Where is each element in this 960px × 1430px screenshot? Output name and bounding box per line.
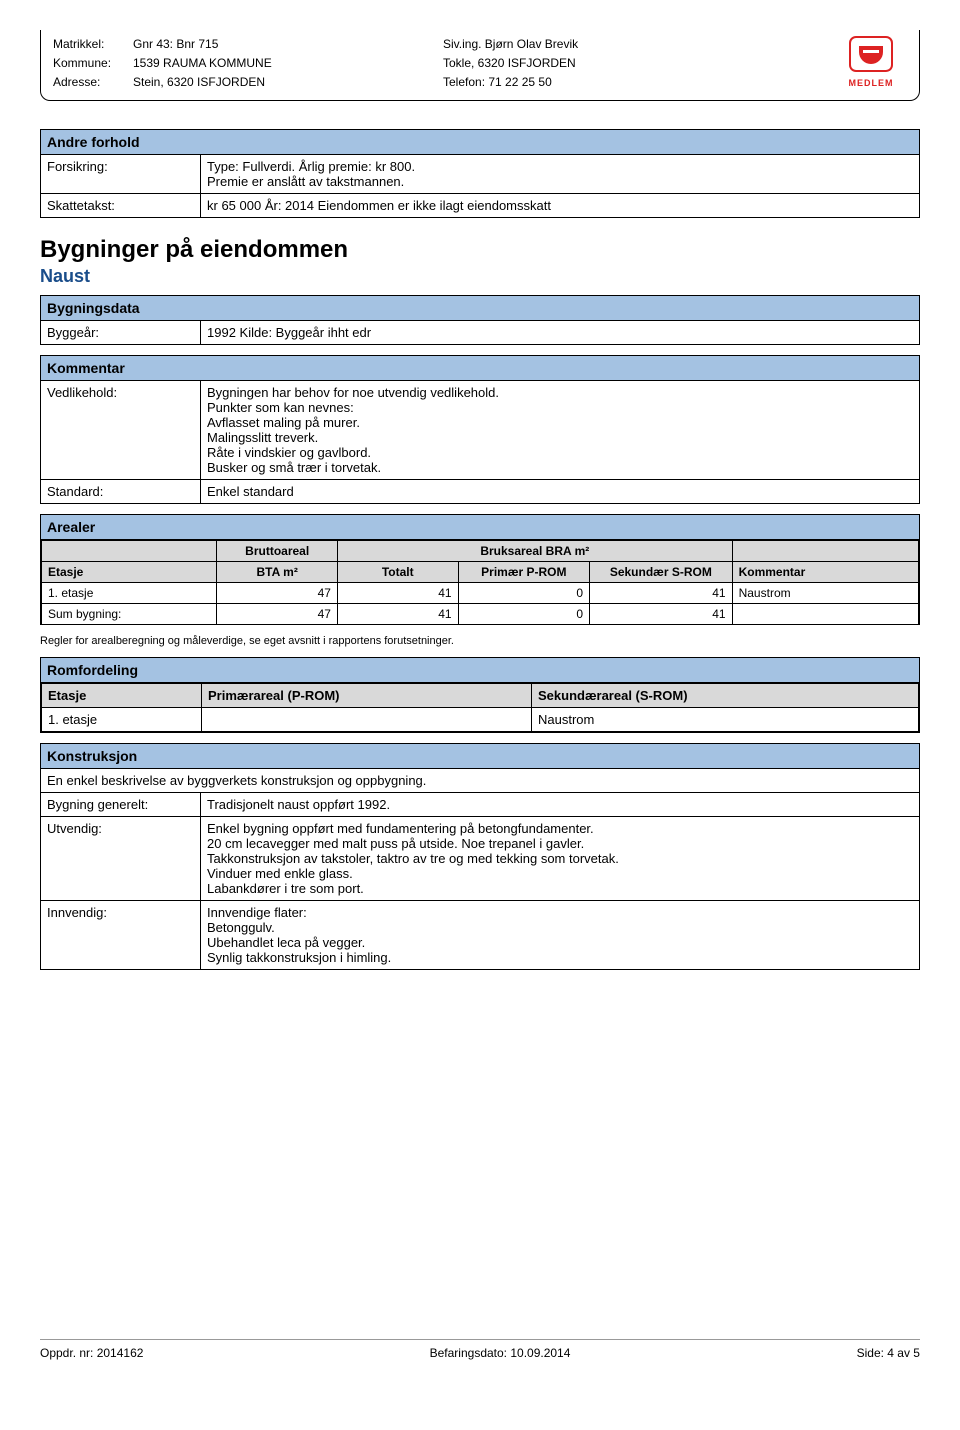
cell: 41 xyxy=(337,604,458,625)
section-title: Andre forhold xyxy=(41,130,919,155)
medlem-logo-icon xyxy=(849,36,893,76)
header-value: Tokle, 6320 ISFJORDEN xyxy=(443,55,907,72)
header-value: Gnr 43: Bnr 715 xyxy=(133,36,443,53)
arealer-section: Arealer Bruttoareal Bruksareal BRA m² Et… xyxy=(40,514,920,625)
footer-right: Side: 4 av 5 xyxy=(857,1346,920,1360)
cell: Sum bygning: xyxy=(42,604,217,625)
logo: MEDLEM xyxy=(843,36,899,88)
kv-value: Innvendige flater: Betonggulv. Ubehandle… xyxy=(201,901,919,969)
cell: 41 xyxy=(337,583,458,604)
arealer-note: Regler for arealberegning og måleverdige… xyxy=(40,635,920,647)
konstruksjon-intro: En enkel beskrivelse av byggverkets kons… xyxy=(41,769,919,793)
romfordeling-table: Etasje Primærareal (P-ROM) Sekundærareal… xyxy=(41,683,919,732)
section-title: Arealer xyxy=(41,515,919,540)
col-header: Sekundærareal (S-ROM) xyxy=(532,684,919,708)
kv-label: Bygning generelt: xyxy=(41,793,201,816)
col-header: Bruksareal BRA m² xyxy=(337,541,732,562)
naust-heading: Naust xyxy=(40,266,920,287)
kv-value: Enkel standard xyxy=(201,480,919,503)
section-title: Bygningsdata xyxy=(41,296,919,321)
cell: 41 xyxy=(590,604,733,625)
kv-label: Standard: xyxy=(41,480,201,503)
kv-value: 1992 Kilde: Byggeår ihht edr xyxy=(201,321,919,344)
table-sum-row: Sum bygning: 47 41 0 41 xyxy=(42,604,919,625)
cell: Naustrom xyxy=(732,583,918,604)
cell: 47 xyxy=(217,604,338,625)
kv-label: Vedlikehold: xyxy=(41,381,201,479)
kv-value: Enkel bygning oppført med fundamentering… xyxy=(201,817,919,900)
col-header: Etasje xyxy=(42,562,217,583)
header-label: Kommune: xyxy=(53,55,133,72)
section-title: Kommentar xyxy=(41,356,919,381)
romfordeling-section: Romfordeling Etasje Primærareal (P-ROM) … xyxy=(40,657,920,733)
cell: 0 xyxy=(458,604,590,625)
header-label: Matrikkel: xyxy=(53,36,133,53)
cell xyxy=(732,604,918,625)
col-header: Bruttoareal xyxy=(217,541,338,562)
kv-value: Type: Fullverdi. Årlig premie: kr 800. P… xyxy=(201,155,919,193)
header-value: 1539 RAUMA KOMMUNE xyxy=(133,55,443,72)
col-header: Kommentar xyxy=(732,562,918,583)
cell: 41 xyxy=(590,583,733,604)
kv-value: kr 65 000 År: 2014 Eiendommen er ikke il… xyxy=(201,194,919,217)
cell xyxy=(202,708,532,732)
kv-label: Forsikring: xyxy=(41,155,201,193)
col-header: Totalt xyxy=(337,562,458,583)
andre-forhold-section: Andre forhold Forsikring: Type: Fullverd… xyxy=(40,129,920,218)
section-title: Romfordeling xyxy=(41,658,919,683)
kv-label: Utvendig: xyxy=(41,817,201,900)
header-value: Siv.ing. Bjørn Olav Brevik xyxy=(443,36,907,53)
kv-value: Bygningen har behov for noe utvendig ved… xyxy=(201,381,919,479)
cell: 1. etasje xyxy=(42,583,217,604)
cell: 47 xyxy=(217,583,338,604)
kv-label: Innvendig: xyxy=(41,901,201,969)
kv-value: Tradisjonelt naust oppført 1992. xyxy=(201,793,919,816)
col-header: Etasje xyxy=(42,684,202,708)
header-value: Stein, 6320 ISFJORDEN xyxy=(133,74,443,91)
cell: 0 xyxy=(458,583,590,604)
section-title: Konstruksjon xyxy=(41,744,919,769)
col-header: Primær P-ROM xyxy=(458,562,590,583)
col-header: Primærareal (P-ROM) xyxy=(202,684,532,708)
bygninger-heading: Bygninger på eiendommen xyxy=(40,236,920,264)
table-row: 1. etasje 47 41 0 41 Naustrom xyxy=(42,583,919,604)
konstruksjon-section: Konstruksjon En enkel beskrivelse av byg… xyxy=(40,743,920,970)
logo-text: MEDLEM xyxy=(843,78,899,88)
header-value: Telefon: 71 22 25 50 xyxy=(443,74,907,91)
kommentar-section: Kommentar Vedlikehold: Bygningen har beh… xyxy=(40,355,920,504)
page-header: Matrikkel: Kommune: Adresse: Gnr 43: Bnr… xyxy=(40,30,920,101)
col-header: BTA m² xyxy=(217,562,338,583)
bygningsdata-section: Bygningsdata Byggeår: 1992 Kilde: Byggeå… xyxy=(40,295,920,345)
page-footer: Oppdr. nr: 2014162 Befaringsdato: 10.09.… xyxy=(40,1339,920,1360)
cell: 1. etasje xyxy=(42,708,202,732)
table-row: 1. etasje Naustrom xyxy=(42,708,919,732)
arealer-table: Bruttoareal Bruksareal BRA m² Etasje BTA… xyxy=(41,540,919,625)
header-label: Adresse: xyxy=(53,74,133,91)
col-header: Sekundær S-ROM xyxy=(590,562,733,583)
kv-label: Skattetakst: xyxy=(41,194,201,217)
cell: Naustrom xyxy=(532,708,919,732)
kv-label: Byggeår: xyxy=(41,321,201,344)
footer-left: Oppdr. nr: 2014162 xyxy=(40,1346,143,1360)
footer-center: Befaringsdato: 10.09.2014 xyxy=(430,1346,571,1360)
